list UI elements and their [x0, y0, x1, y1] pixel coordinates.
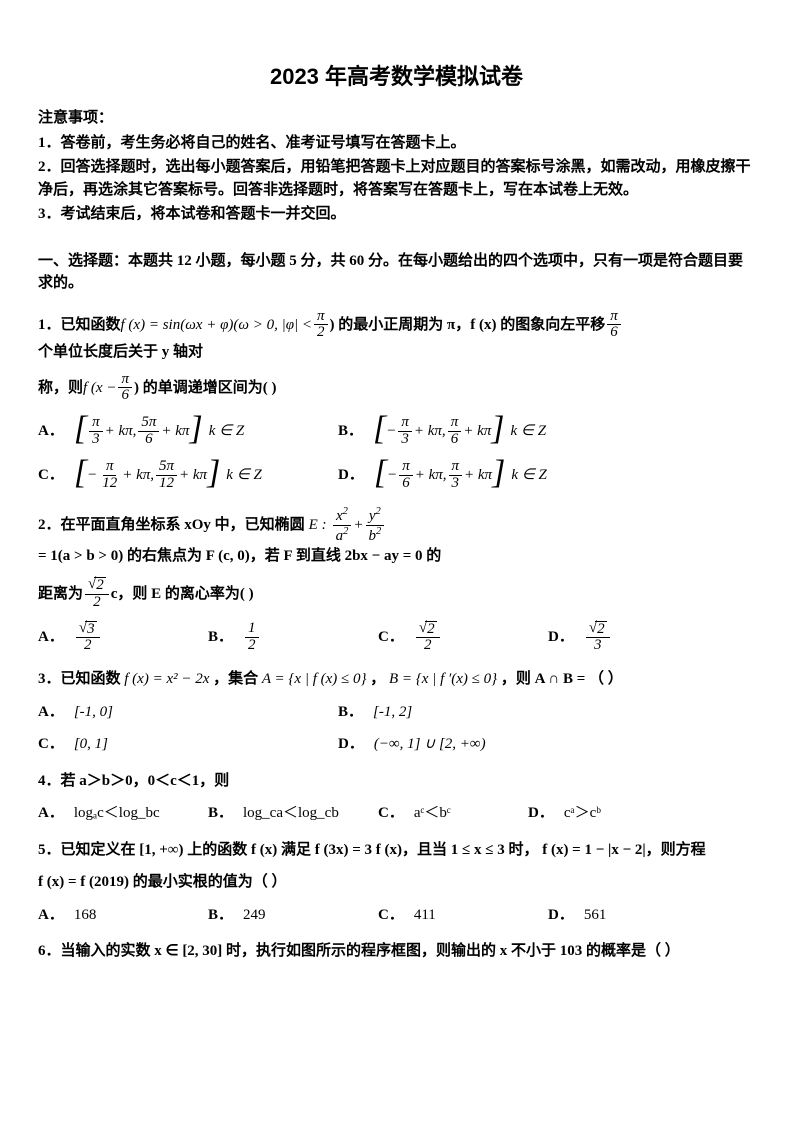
- q2-options: A． √3 2 B． 1 2 C． √2 2 D． √2 3: [38, 621, 755, 655]
- q1-option-d: D． [ − π6 + kπ, π3 + kπ ] k ∈ Z: [338, 458, 638, 492]
- q1-option-a: A． [ π3 + kπ, 5π6 + kπ ] k ∈ Z: [38, 414, 338, 448]
- instructions-block: 注意事项： 1．答卷前，考生务必将自己的姓名、准考证号填写在答题卡上。 2．回答…: [38, 107, 755, 226]
- q1-fxm: f (x −: [83, 377, 116, 400]
- q5-option-a: A．168: [38, 904, 208, 927]
- question-5: 5．已知定义在 [1, +∞) 上的函数 f (x) 满足 f (3x) = 3…: [38, 839, 755, 894]
- fraction-pi-2: π 2: [314, 309, 328, 342]
- fraction-pi-6b: π 6: [118, 372, 132, 405]
- fraction-sqrt2-2: √2 2: [85, 577, 109, 611]
- q4-option-c: C．aᶜ＜bᶜ: [378, 802, 528, 825]
- q3-options-row-2: C．[0, 1] D．(−∞, 1] ∪ [2, +∞): [38, 733, 755, 756]
- question-6: 6．当输入的实数 x ∈ [2, 30] 时，执行如图所示的程序框图，则输出的 …: [38, 940, 755, 963]
- q5-option-b: B．249: [208, 904, 378, 927]
- q1-line2b: ) 的单调递增区间为( ): [134, 377, 277, 400]
- q3-option-b: B．[-1, 2]: [338, 701, 638, 724]
- question-2: 2．在平面直角坐标系 xOy 中，已知椭圆 E : x2 a2 + y2 b2 …: [38, 506, 755, 611]
- q2-option-a: A． √3 2: [38, 621, 208, 655]
- fraction-pi-6: π 6: [607, 309, 621, 342]
- instruction-line: 3．考试结束后，将本试卷和答题卡一并交回。: [38, 203, 755, 226]
- q2-option-d: D． √2 3: [548, 621, 718, 655]
- question-1: 1．已知函数 f (x) = sin(ωx + φ)(ω > 0, |φ| < …: [38, 309, 755, 405]
- question-4: 4．若 a＞b＞0，0＜c＜1，则: [38, 770, 755, 793]
- q5-option-c: C．411: [378, 904, 548, 927]
- q5-option-d: D．561: [548, 904, 718, 927]
- instruction-line: 2．回答选择题时，选出每小题答案后，用铅笔把答题卡上对应题目的答案标号涂黑，如需…: [38, 156, 755, 201]
- q3-option-d: D．(−∞, 1] ∪ [2, +∞): [338, 733, 638, 756]
- q1-option-c: C． [ − π12 + kπ, 5π12 + kπ ] k ∈ Z: [38, 458, 338, 492]
- q1-pre: 1．已知函数: [38, 314, 121, 337]
- q1-options-row-1: A． [ π3 + kπ, 5π6 + kπ ] k ∈ Z B． [ − π3…: [38, 414, 755, 448]
- q5-options: A．168 B．249 C．411 D．561: [38, 904, 755, 927]
- q2-option-c: C． √2 2: [378, 621, 548, 655]
- q2-option-b: B． 1 2: [208, 621, 378, 655]
- q4-options: A．logₐc＜log_bc B．log_ca＜log_cb C．aᶜ＜bᶜ D…: [38, 802, 755, 825]
- question-3: 3．已知函数 f (x) = x² − 2x ，集合 A = {x | f (x…: [38, 668, 755, 691]
- q1-mid2: 个单位长度后关于 y 轴对: [38, 341, 203, 364]
- q4-option-b: B．log_ca＜log_cb: [208, 802, 378, 825]
- q4-option-a: A．logₐc＜log_bc: [38, 802, 208, 825]
- q1-mid1: ) 的最小正周期为 π，f (x) 的图象向左平移: [330, 314, 606, 337]
- q3-options-row-1: A．[-1, 0] B．[-1, 2]: [38, 701, 755, 724]
- q3-option-c: C．[0, 1]: [38, 733, 338, 756]
- q1-line2a: 称，则: [38, 377, 83, 400]
- fraction-x2-a2: x2 a2: [333, 506, 352, 545]
- fraction-y2-b2: y2 b2: [365, 506, 384, 545]
- instructions-head: 注意事项：: [38, 107, 755, 130]
- q3-option-a: A．[-1, 0]: [38, 701, 338, 724]
- section-1-head: 一、选择题：本题共 12 小题，每小题 5 分，共 60 分。在每小题给出的四个…: [38, 250, 755, 295]
- q1-fx: f (x) = sin(ωx + φ)(ω > 0, |φ| <: [121, 314, 312, 337]
- q1-options-row-2: C． [ − π12 + kπ, 5π12 + kπ ] k ∈ Z D． [ …: [38, 458, 755, 492]
- q1-option-b: B． [ − π3 + kπ, π6 + kπ ] k ∈ Z: [338, 414, 638, 448]
- exam-title: 2023 年高考数学模拟试卷: [38, 60, 755, 93]
- instruction-line: 1．答卷前，考生务必将自己的姓名、准考证号填写在答题卡上。: [38, 132, 755, 155]
- q4-option-d: D．cᵃ＞cᵇ: [528, 802, 678, 825]
